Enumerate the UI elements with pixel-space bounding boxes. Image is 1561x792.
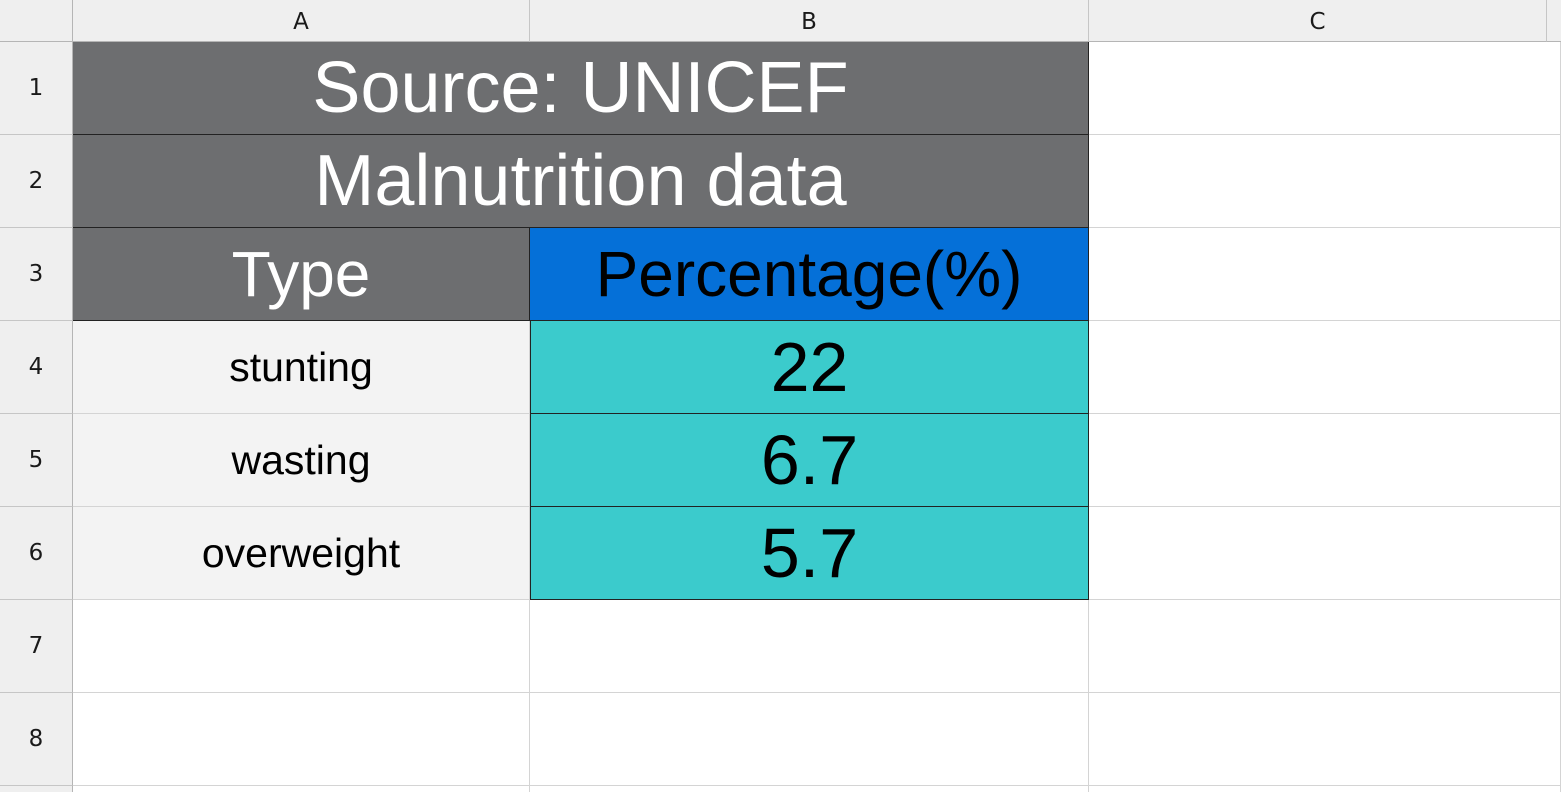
- cell-c6[interactable]: [1089, 507, 1561, 600]
- cell-a2-dataset-title[interactable]: Malnutrition data: [73, 135, 1089, 228]
- cell-c2[interactable]: [1089, 135, 1561, 228]
- cell-c4[interactable]: [1089, 321, 1561, 414]
- cell-b6-value[interactable]: 5.7: [530, 507, 1089, 600]
- cell-c3[interactable]: [1089, 228, 1561, 321]
- cell-c1[interactable]: [1089, 42, 1561, 135]
- cell-b8[interactable]: [530, 693, 1089, 786]
- cell-c7[interactable]: [1089, 600, 1561, 693]
- cell-a3-type-header[interactable]: Type: [73, 228, 530, 321]
- row-header-6[interactable]: 6: [0, 507, 73, 600]
- cell-b9-partial[interactable]: [530, 786, 1089, 792]
- cell-a6-type[interactable]: overweight: [73, 507, 530, 600]
- column-header-a[interactable]: A: [73, 0, 530, 42]
- cell-a1-source-title[interactable]: Source: UNICEF: [73, 42, 1089, 135]
- cell-b5-value[interactable]: 6.7: [530, 414, 1089, 507]
- cell-a8[interactable]: [73, 693, 530, 786]
- cell-a9-partial[interactable]: [73, 786, 530, 792]
- row-header-1[interactable]: 1: [0, 42, 73, 135]
- row-header-2[interactable]: 2: [0, 135, 73, 228]
- cell-a7[interactable]: [73, 600, 530, 693]
- cell-c5[interactable]: [1089, 414, 1561, 507]
- row-header-4[interactable]: 4: [0, 321, 73, 414]
- row-header-7[interactable]: 7: [0, 600, 73, 693]
- cell-b3-percentage-header[interactable]: Percentage(%): [530, 228, 1089, 321]
- cell-a5-type[interactable]: wasting: [73, 414, 530, 507]
- cell-b7[interactable]: [530, 600, 1089, 693]
- column-header-c[interactable]: C: [1089, 0, 1547, 42]
- cell-a4-type[interactable]: stunting: [73, 321, 530, 414]
- cell-c8[interactable]: [1089, 693, 1561, 786]
- cell-b4-value[interactable]: 22: [530, 321, 1089, 414]
- row-header-3[interactable]: 3: [0, 228, 73, 321]
- row-header-8[interactable]: 8: [0, 693, 73, 786]
- column-header-d-partial[interactable]: [1547, 0, 1561, 42]
- row-header-9-partial[interactable]: [0, 786, 73, 792]
- row-header-5[interactable]: 5: [0, 414, 73, 507]
- cell-c9-partial[interactable]: [1089, 786, 1561, 792]
- select-all-corner[interactable]: [0, 0, 73, 42]
- column-header-b[interactable]: B: [530, 0, 1089, 42]
